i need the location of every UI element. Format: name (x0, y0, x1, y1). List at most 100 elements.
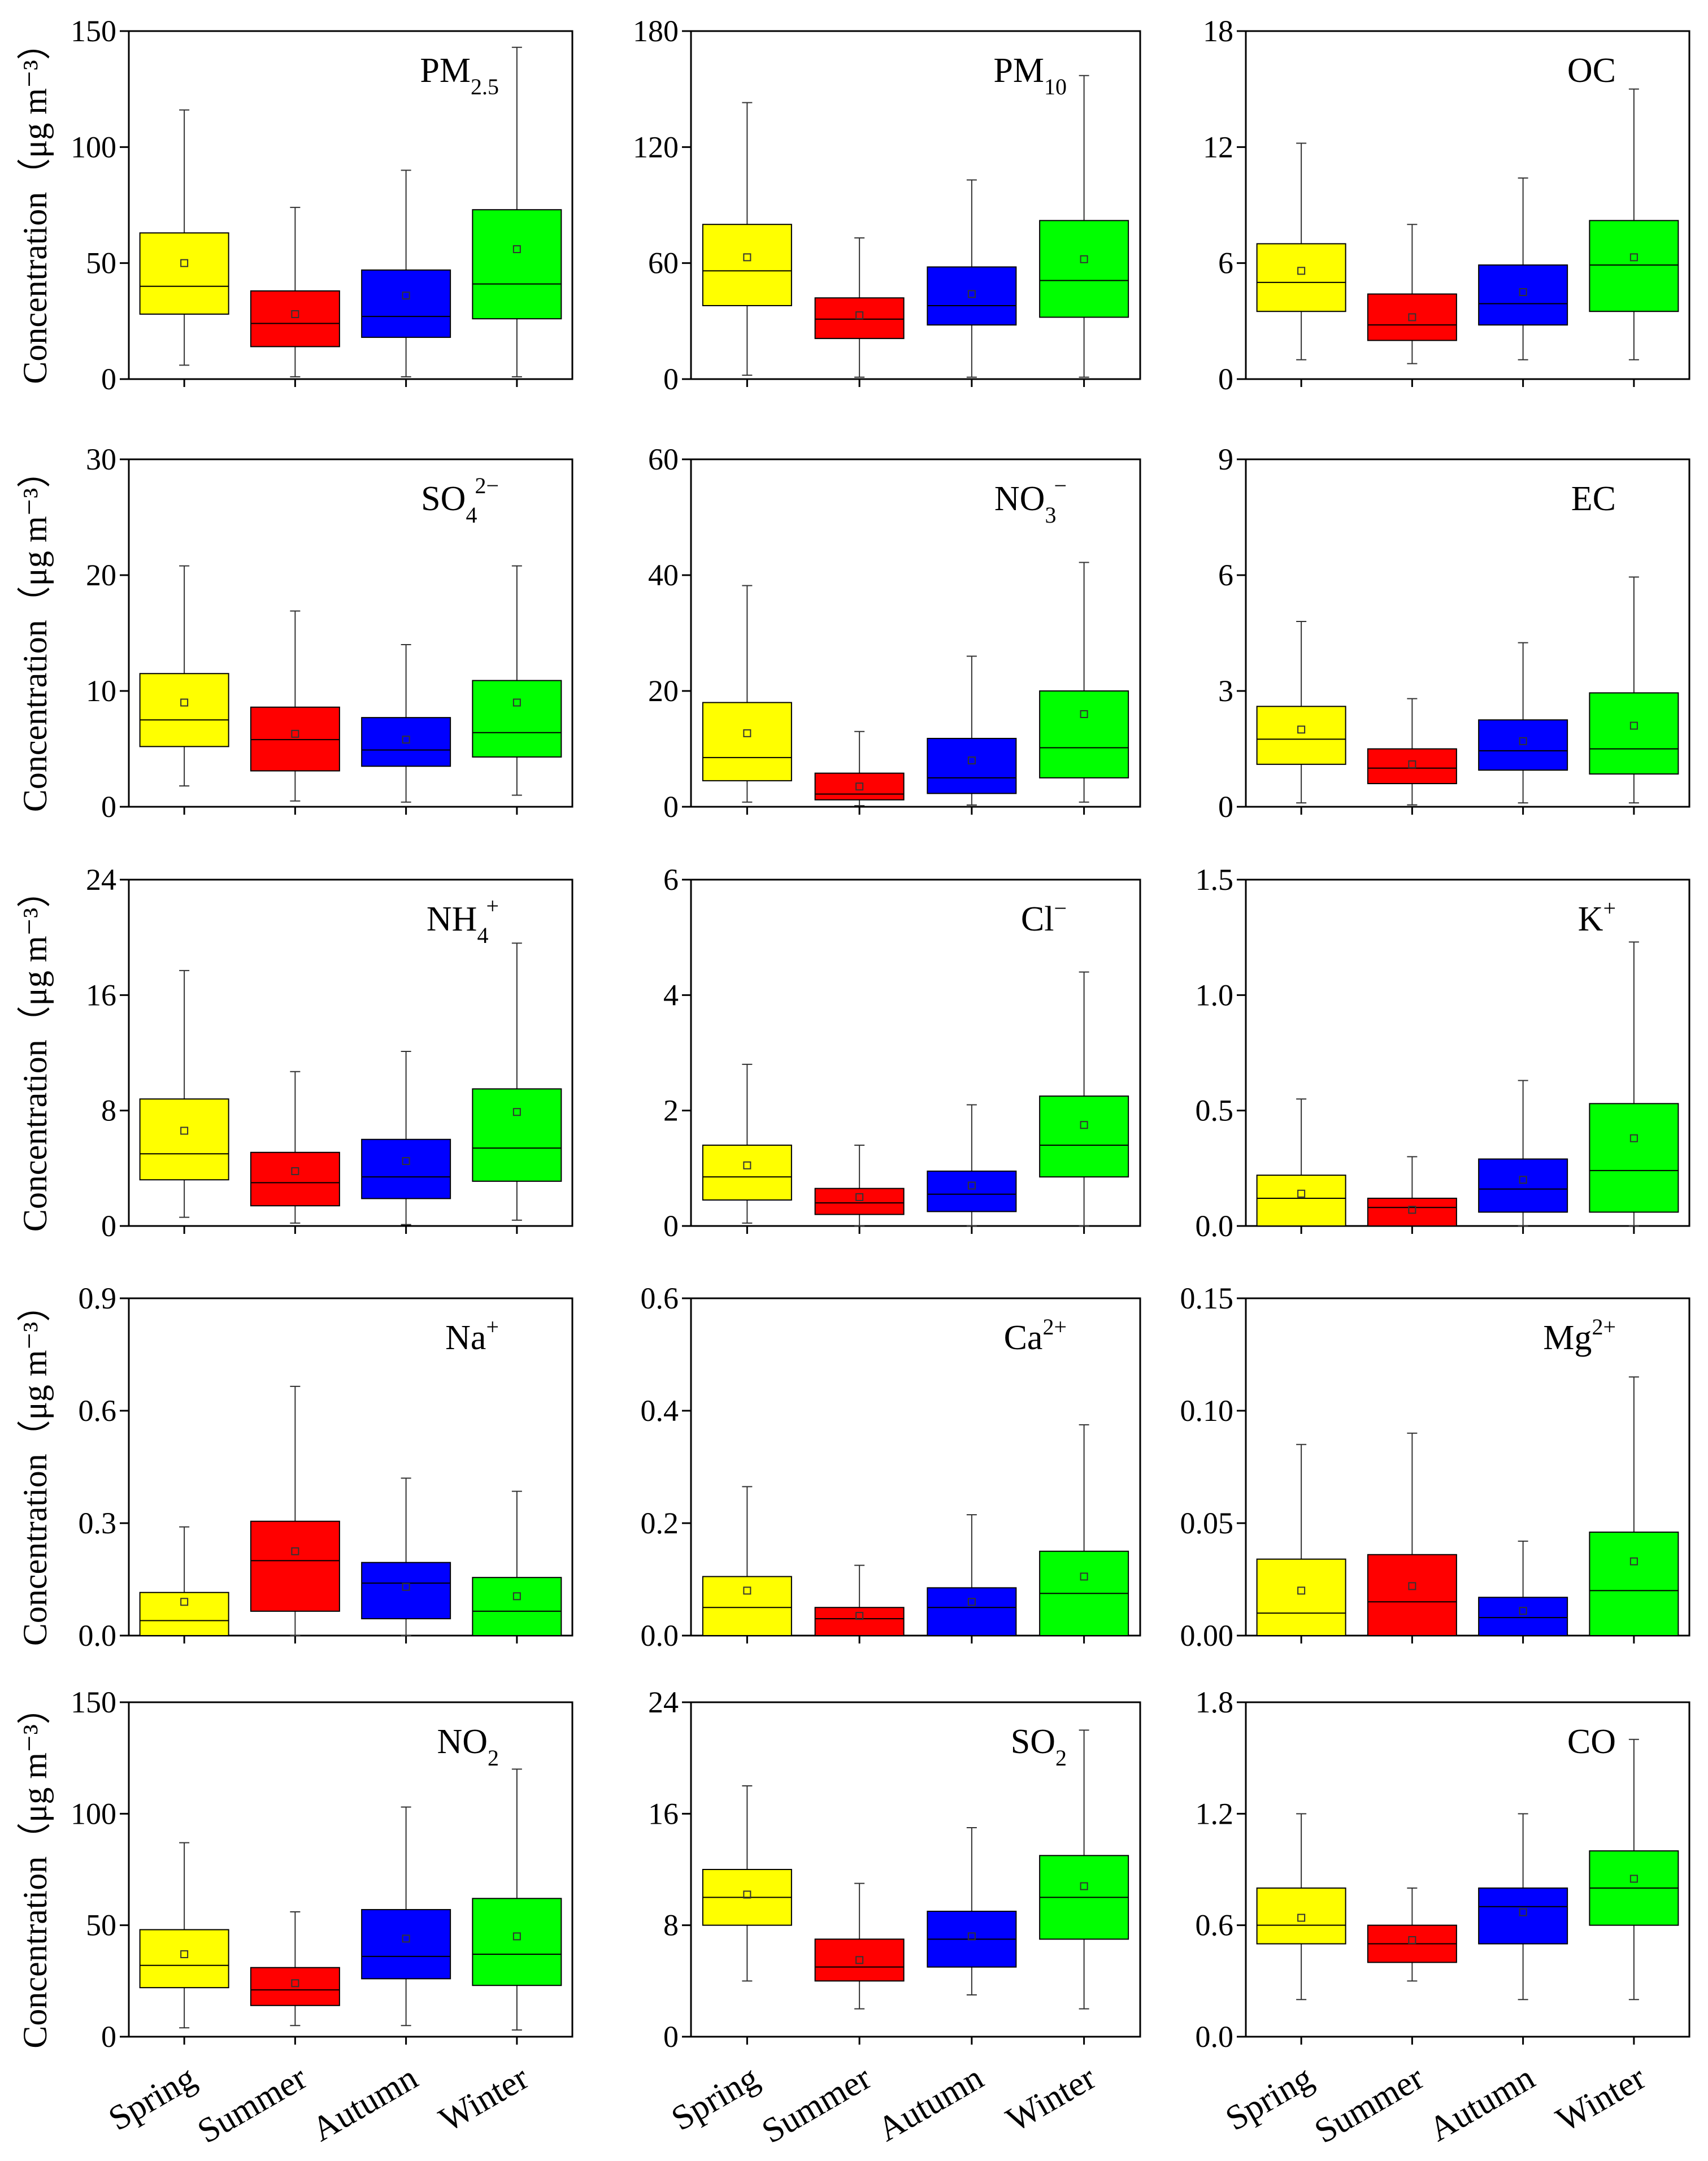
y-tick-label: 50 (86, 246, 116, 280)
mean-marker (1297, 267, 1306, 275)
mean-marker (402, 1934, 410, 1943)
box-summer (250, 207, 340, 377)
panel-mg2: 0.00 0.05 0.10 0.15 Mg2+ (1180, 1281, 1690, 1653)
box-autumn (927, 1827, 1017, 1995)
panel-title: SO42− (421, 473, 499, 528)
box-spring (139, 1842, 229, 2029)
y-tick-label: 30 (86, 442, 116, 476)
box-spring (702, 1785, 792, 1982)
y-tick-label: 0.6 (641, 1281, 679, 1315)
y-tick-label: 0 (101, 362, 116, 396)
x-category-label-autumn: Autumn (1423, 2058, 1541, 2149)
mean-marker (1080, 1121, 1088, 1129)
box-spring (1256, 1813, 1346, 2001)
mean-marker (1408, 1206, 1416, 1214)
x-category-label-winter: Winter (433, 2058, 535, 2140)
mean-marker (855, 1956, 864, 1964)
plot-frame (128, 30, 573, 380)
y-tick-label: 6 (663, 863, 679, 897)
box-winter (1589, 576, 1679, 804)
box-spring (1256, 1098, 1346, 1227)
box-autumn (927, 179, 1017, 378)
iqr-box (1256, 1175, 1346, 1227)
x-category-label-summer: Summer (191, 2058, 313, 2151)
mean-marker (1297, 1914, 1306, 1922)
y-tick-label: 0 (1218, 362, 1233, 396)
mean-marker (512, 1108, 521, 1116)
mean-marker (855, 1193, 864, 1201)
box-autumn (1478, 177, 1568, 360)
panel-title: NO3− (994, 473, 1067, 528)
y-tick-label: 0 (101, 790, 116, 824)
plot-frame (690, 30, 1141, 380)
mean-marker (855, 311, 864, 320)
panel-so42: 0 10 20 30 SO42− Concentration（μg m⁻³） (16, 442, 573, 824)
y-tick-label: 0.0 (641, 1619, 679, 1653)
iqr-box (472, 1577, 562, 1637)
iqr-box (250, 1151, 340, 1207)
box-autumn (361, 169, 451, 377)
y-axis-label: Concentration（μg m⁻³） (16, 1690, 54, 2048)
y-tick-label: 150 (71, 1685, 116, 1719)
iqr-box (472, 209, 562, 320)
box-winter (1039, 75, 1129, 378)
y-tick-label: 0.3 (79, 1506, 117, 1540)
mean-marker (743, 1161, 751, 1169)
iqr-box (702, 1144, 792, 1201)
panel-title: CO (1567, 1723, 1616, 1761)
plot-frame (1245, 879, 1690, 1227)
y-tick-label: 16 (648, 1797, 679, 1830)
iqr-box (250, 290, 340, 347)
iqr-box (139, 673, 229, 747)
y-tick-label: 3 (1218, 674, 1233, 708)
plot-frame (128, 879, 573, 1227)
y-tick-label: 0 (663, 790, 679, 824)
mean-marker (291, 310, 299, 319)
y-tick-label: 0 (663, 1209, 679, 1243)
iqr-box (702, 1576, 792, 1636)
mean-marker (180, 259, 189, 267)
y-tick-label: 50 (86, 1908, 116, 1942)
iqr-box (927, 1170, 1017, 1212)
mean-marker (855, 1612, 864, 1620)
y-tick-label: 0.0 (1196, 1209, 1234, 1243)
mean-marker (291, 1167, 299, 1175)
box-spring (139, 969, 229, 1218)
y-tick-label: 180 (633, 14, 679, 48)
panel-title: Mg2+ (1543, 1314, 1616, 1357)
iqr-box (139, 1929, 229, 1989)
mean-marker (402, 736, 410, 744)
iqr-box (702, 224, 792, 306)
box-autumn (927, 1104, 1017, 1227)
plot-frame (128, 1701, 573, 2038)
mean-marker (967, 1181, 976, 1190)
iqr-box (927, 738, 1017, 794)
panel-pm10: 0 60 120 180 PM10 (633, 14, 1141, 396)
iqr-box (1039, 1095, 1129, 1178)
box-winter (1589, 1376, 1679, 1636)
box-winter (1589, 88, 1679, 360)
box-winter (1039, 1424, 1129, 1636)
mean-marker (1629, 253, 1638, 262)
box-summer (250, 1911, 340, 2027)
panel-title: K+ (1578, 895, 1616, 938)
box-spring (1256, 1443, 1346, 1636)
mean-marker (1408, 1582, 1416, 1590)
mean-marker (512, 698, 521, 707)
y-tick-label: 0 (101, 2020, 116, 2054)
y-tick-label: 8 (101, 1094, 116, 1128)
mean-marker (1080, 1572, 1088, 1581)
y-tick-label: 20 (86, 558, 116, 592)
iqr-box (472, 1898, 562, 1986)
box-winter (1589, 1738, 1679, 2001)
box-summer (814, 731, 905, 806)
box-autumn (927, 655, 1017, 806)
x-category-label-spring: Spring (1219, 2058, 1319, 2138)
plot-frame (1245, 30, 1690, 380)
box-winter (472, 942, 562, 1221)
y-axis-label: Concentration（μg m⁻³） (16, 454, 54, 812)
plot-frame (690, 458, 1141, 808)
iqr-box (1478, 1158, 1568, 1213)
y-tick-label: 10 (86, 674, 116, 708)
